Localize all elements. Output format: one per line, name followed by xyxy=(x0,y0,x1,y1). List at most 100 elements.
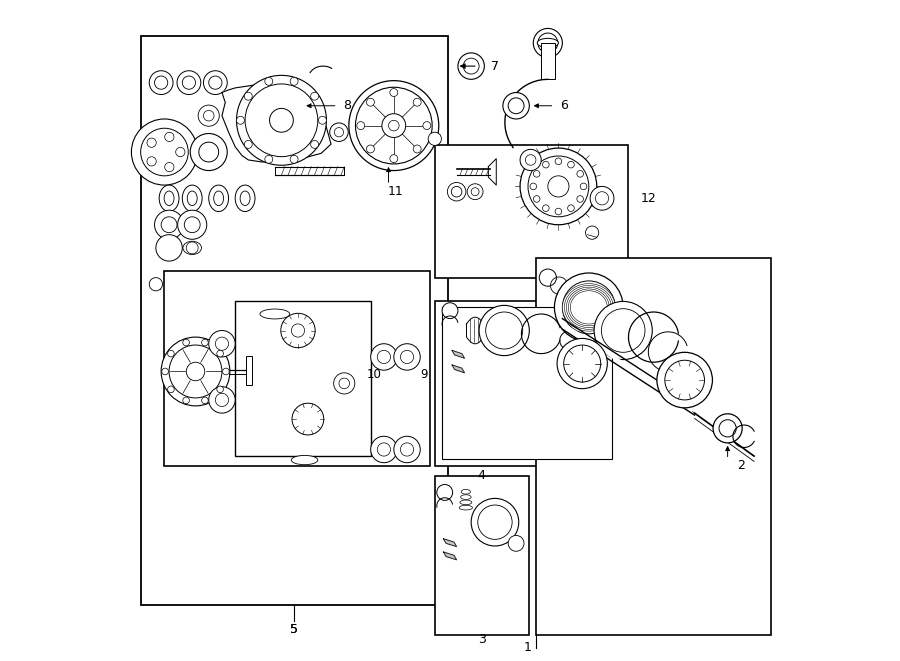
Ellipse shape xyxy=(461,489,471,494)
Circle shape xyxy=(165,163,174,172)
Circle shape xyxy=(394,436,420,463)
Text: 10: 10 xyxy=(366,368,382,381)
Bar xyxy=(140,36,448,605)
Circle shape xyxy=(472,188,479,196)
Circle shape xyxy=(290,77,298,85)
Circle shape xyxy=(169,345,222,398)
Circle shape xyxy=(329,123,348,141)
Circle shape xyxy=(442,303,458,319)
Circle shape xyxy=(183,339,189,346)
Circle shape xyxy=(319,116,327,124)
Circle shape xyxy=(149,71,173,95)
Circle shape xyxy=(577,196,583,202)
Circle shape xyxy=(202,339,208,346)
Circle shape xyxy=(458,53,484,79)
Circle shape xyxy=(601,309,645,352)
Circle shape xyxy=(596,192,608,205)
Text: 9: 9 xyxy=(419,368,428,381)
Circle shape xyxy=(371,436,397,463)
Circle shape xyxy=(713,414,742,443)
Circle shape xyxy=(467,184,483,200)
Ellipse shape xyxy=(183,185,202,212)
Bar xyxy=(436,476,529,635)
Circle shape xyxy=(167,386,175,393)
Circle shape xyxy=(265,155,273,163)
Circle shape xyxy=(377,350,391,364)
Circle shape xyxy=(290,155,298,163)
Circle shape xyxy=(382,114,406,137)
Circle shape xyxy=(165,132,174,141)
Circle shape xyxy=(199,142,219,162)
Polygon shape xyxy=(444,539,456,547)
Circle shape xyxy=(377,443,391,456)
Text: 7: 7 xyxy=(491,59,499,73)
Circle shape xyxy=(530,183,536,190)
Text: 2: 2 xyxy=(737,459,745,472)
Bar xyxy=(436,145,628,278)
Circle shape xyxy=(356,87,432,164)
Polygon shape xyxy=(466,317,482,344)
Circle shape xyxy=(161,217,177,233)
Circle shape xyxy=(534,196,540,202)
Circle shape xyxy=(508,98,524,114)
Circle shape xyxy=(183,76,195,89)
Circle shape xyxy=(548,176,569,197)
Ellipse shape xyxy=(292,455,318,465)
Circle shape xyxy=(215,337,229,350)
Circle shape xyxy=(186,242,198,254)
Text: 4: 4 xyxy=(478,469,486,483)
Ellipse shape xyxy=(566,287,611,328)
Ellipse shape xyxy=(461,494,472,500)
Circle shape xyxy=(538,33,558,53)
Circle shape xyxy=(555,158,562,165)
Bar xyxy=(247,356,252,385)
Circle shape xyxy=(594,301,652,360)
Circle shape xyxy=(464,58,479,74)
Circle shape xyxy=(539,269,556,286)
Circle shape xyxy=(534,171,540,177)
Bar xyxy=(436,301,618,466)
Circle shape xyxy=(203,110,214,121)
Circle shape xyxy=(237,75,327,165)
Circle shape xyxy=(177,71,201,95)
Circle shape xyxy=(202,397,208,404)
Circle shape xyxy=(217,350,223,357)
Ellipse shape xyxy=(213,191,223,206)
Ellipse shape xyxy=(240,191,250,206)
Circle shape xyxy=(577,171,583,177)
Circle shape xyxy=(190,134,227,171)
Circle shape xyxy=(209,76,222,89)
Ellipse shape xyxy=(260,309,290,319)
Circle shape xyxy=(366,145,374,153)
Circle shape xyxy=(155,76,167,89)
Circle shape xyxy=(436,485,453,500)
Circle shape xyxy=(215,393,229,407)
Circle shape xyxy=(366,98,374,106)
Circle shape xyxy=(580,183,587,190)
Circle shape xyxy=(486,312,523,349)
Bar xyxy=(235,301,371,456)
Circle shape xyxy=(310,140,319,148)
Circle shape xyxy=(400,350,414,364)
Circle shape xyxy=(184,217,200,233)
Circle shape xyxy=(508,535,524,551)
Circle shape xyxy=(520,149,541,171)
Circle shape xyxy=(423,122,431,130)
Circle shape xyxy=(526,155,536,165)
Text: 5: 5 xyxy=(290,623,298,636)
Circle shape xyxy=(209,330,235,357)
Circle shape xyxy=(394,344,420,370)
Circle shape xyxy=(719,420,736,437)
Circle shape xyxy=(269,108,293,132)
Circle shape xyxy=(472,498,518,546)
Ellipse shape xyxy=(164,191,174,206)
Circle shape xyxy=(534,28,562,58)
Ellipse shape xyxy=(460,500,472,505)
Circle shape xyxy=(390,89,398,97)
Ellipse shape xyxy=(562,284,616,331)
Circle shape xyxy=(147,157,157,166)
Text: 11: 11 xyxy=(388,185,404,198)
Circle shape xyxy=(131,119,197,185)
Circle shape xyxy=(198,105,220,126)
Polygon shape xyxy=(489,159,496,185)
